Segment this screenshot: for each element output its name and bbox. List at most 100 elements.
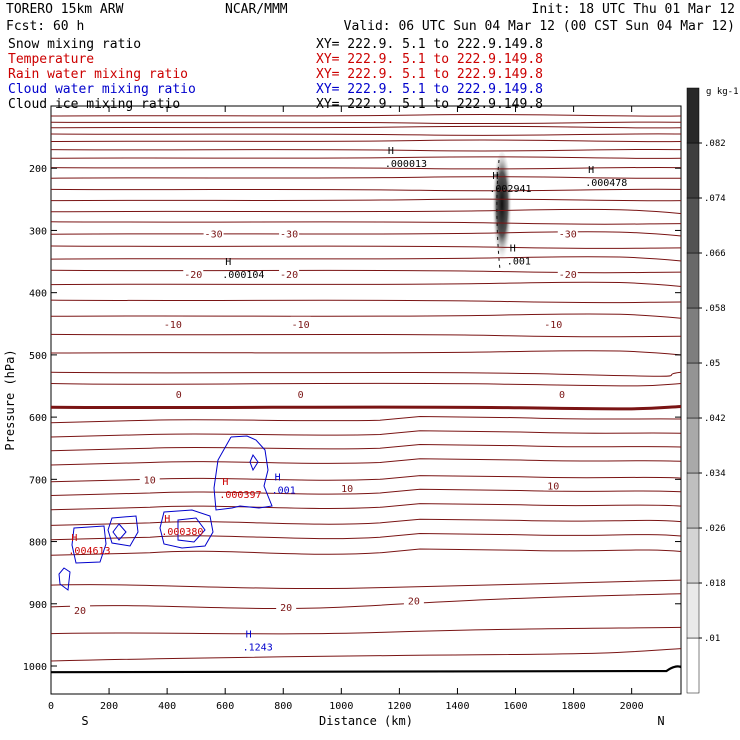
cloud-water-contour [71,525,107,564]
temperature-label: -10 [164,320,182,331]
temperature-contour [50,518,682,526]
temperature-label: 20 [280,603,292,614]
temperature-contour [50,503,682,511]
temperature-contour [50,371,682,377]
colorbar-label: .034 [704,469,726,479]
colorbar-segment [686,362,700,419]
cloud-water-contours [58,435,273,591]
maxima-labels: H .000013 H .000478 H .002941 H .001 H .000104 H .0… [68,146,627,653]
maximum-marker: H [492,171,498,182]
maximum-value: .001 [507,257,531,268]
colorbar-segment [686,252,700,309]
x-axis-label: Distance (km) [319,714,413,728]
cloud-water-contour [58,567,71,591]
y-tick-label: 800 [29,538,47,549]
x-tick-label: 1000 [329,701,353,712]
colorbar-unit: g kg-1 [706,87,739,97]
plot-frame [50,105,682,695]
init-time: Init: 18 UTC Thu 01 Mar 12 [532,2,736,17]
maximum-marker: H [164,514,170,525]
temperature-label-bg [551,387,572,400]
temperature-label-bg [290,316,311,329]
temperature-label-bg [543,316,564,329]
y-tick-label: 700 [29,475,47,486]
temperature-label-bg [139,472,160,485]
maximum-marker: H [388,146,394,157]
temperature-contours [50,113,682,674]
x-tick-label: 400 [158,701,176,712]
y-axis-label: Pressure (hPa) [3,349,17,450]
temperature-contour [50,458,682,466]
colorbar: .01 .018 .026 .034 .042 .05 .058 .066 .074 .082 [686,87,726,694]
legend-xy: XY= 222.9. 5.1 to 222.9.149.8 [316,37,543,52]
colorbar-label: .082 [704,139,726,149]
colorbar-segment [686,527,700,584]
temperature-label: 0 [559,390,565,401]
colorbar-segment [686,142,700,199]
temperature-contour [50,648,682,662]
temperature-contour [50,350,682,356]
temperature-contour [50,198,682,202]
temperature-label: 10 [144,475,156,486]
cloud-water-contour [213,435,273,511]
temperature-contour [50,626,682,635]
temperature-label-bg [337,481,358,494]
cloud-water-contour [159,509,214,549]
temperature-contour [50,299,682,304]
colorbar-segment [686,637,700,694]
cloud-water-contour [112,523,127,541]
maximum-marker: H [246,629,252,640]
y-tick-label: 400 [29,289,47,300]
temperature-label: -30 [205,230,223,241]
temperature-labels: -30 -30 -30 -20 -20 -20 -10 -10 -10 0 0 0 10 10 10 20 20… [70,226,578,617]
colorbar-label: .074 [704,194,726,204]
temperature-contour [50,221,682,225]
legend-xy: XY= 222.9. 5.1 to 222.9.149.8 [316,97,543,112]
legend-xy: XY= 222.9. 5.1 to 222.9.149.8 [316,52,543,67]
org-label: NCAR/MMM [225,2,288,17]
maximum-marker: H [275,473,281,484]
north-label: N [657,714,664,728]
temperature-contour [50,133,682,136]
temperature-contour [50,281,682,287]
temperature-label-bg [168,387,189,400]
temperature-label-bg [70,603,91,615]
colorbar-label: .026 [704,524,726,534]
temperature-contour [50,443,682,452]
x-tick-label: 1400 [445,701,469,712]
legend-label: Cloud ice mixing ratio [8,97,180,112]
temperature-contour [50,475,682,483]
temperature-label: 20 [74,606,86,617]
temperature-label-bg [279,226,300,239]
south-label: S [81,714,88,728]
x-tick-label: 600 [216,701,234,712]
legend-label: Snow mixing ratio [8,37,141,52]
snow-contour [496,159,501,271]
colorbar-label: .042 [704,414,726,424]
cloud-water-contour [177,517,206,543]
legend-label: Temperature [8,52,94,67]
model-title: TORERO 15km ARW [6,2,124,17]
y-tick-label: 500 [29,351,47,362]
temperature-contour [50,415,682,424]
maximum-value: .1243 [243,642,273,653]
temperature-contour [50,125,682,129]
maximum-value: .002941 [489,184,531,195]
temperature-label-bg [290,387,311,400]
temperature-contour [50,579,682,590]
temperature-label-bg [183,267,204,279]
temperature-contour [50,256,682,262]
x-tick-label: 800 [274,701,292,712]
temperature-contour [50,231,682,237]
temperature-label: 20 [408,597,420,608]
temperature-label: -20 [559,270,577,281]
colorbar-label: .018 [704,579,726,589]
y-tick-label: 600 [29,413,47,424]
legend-label: Cloud water mixing ratio [8,82,196,97]
temperature-contour [50,156,682,159]
maximum-marker: H [71,533,77,544]
x-tick-label: 1200 [387,701,411,712]
temperature-contour [50,208,682,215]
maximum-value: .000397 [219,490,261,501]
